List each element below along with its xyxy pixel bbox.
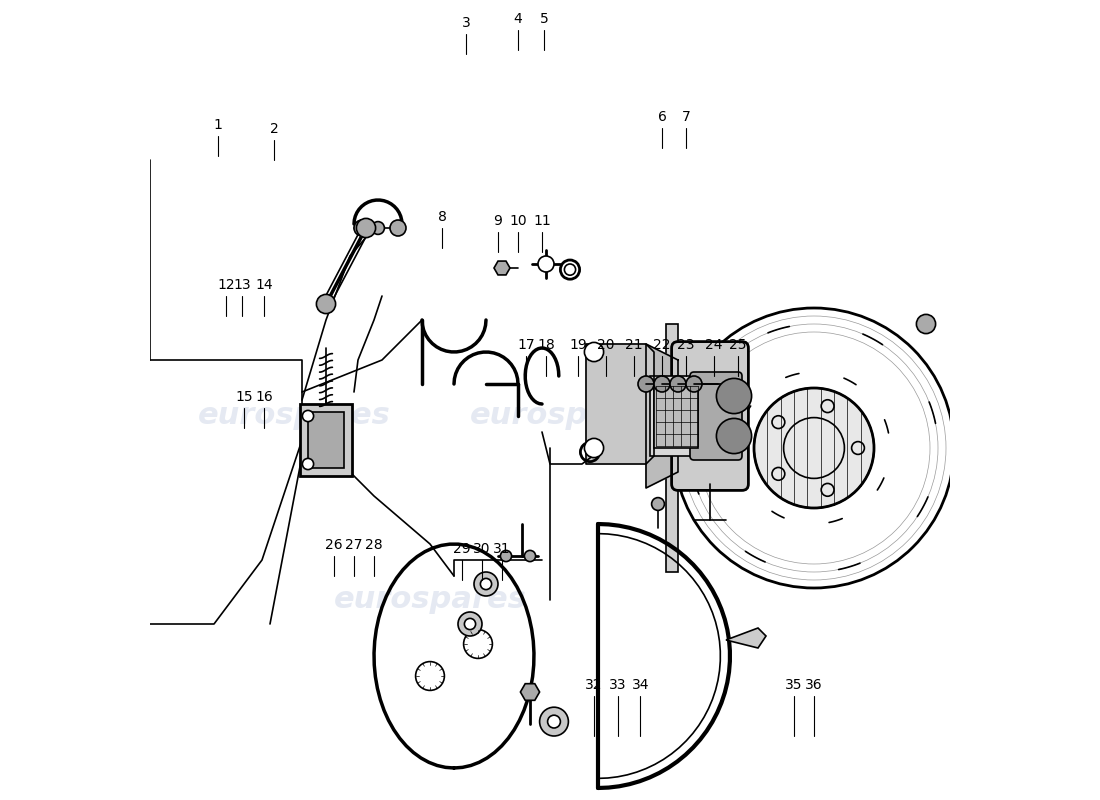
Text: 34: 34 (631, 678, 649, 692)
Polygon shape (494, 261, 510, 275)
Text: 19: 19 (569, 338, 587, 352)
Circle shape (458, 612, 482, 636)
Polygon shape (726, 628, 766, 648)
Text: 32: 32 (585, 678, 603, 692)
Circle shape (481, 578, 492, 590)
Bar (666, 324, 678, 572)
Text: 8: 8 (438, 210, 447, 224)
Circle shape (500, 550, 512, 562)
Circle shape (686, 376, 702, 392)
Circle shape (716, 418, 751, 454)
Text: 13: 13 (233, 278, 251, 292)
Circle shape (716, 378, 751, 414)
Text: 27: 27 (345, 538, 363, 552)
Text: 30: 30 (473, 542, 491, 556)
Circle shape (317, 294, 336, 314)
Circle shape (390, 220, 406, 236)
Circle shape (474, 572, 498, 596)
Text: eurospares: eurospares (198, 402, 390, 430)
Text: 5: 5 (540, 12, 549, 26)
Polygon shape (586, 344, 654, 464)
Text: 25: 25 (729, 338, 747, 352)
Circle shape (464, 618, 475, 630)
Circle shape (302, 410, 313, 422)
Text: 36: 36 (805, 678, 823, 692)
Text: 12: 12 (217, 278, 234, 292)
Text: 21: 21 (625, 338, 642, 352)
Text: 18: 18 (537, 338, 554, 352)
Circle shape (584, 438, 604, 458)
Text: 24: 24 (705, 338, 723, 352)
Text: 15: 15 (235, 390, 253, 404)
Polygon shape (646, 344, 678, 488)
Text: 22: 22 (653, 338, 671, 352)
Text: 10: 10 (509, 214, 527, 228)
Text: 3: 3 (462, 16, 471, 30)
Circle shape (651, 498, 664, 510)
Text: 28: 28 (365, 538, 383, 552)
Text: 4: 4 (514, 12, 522, 26)
Bar (300, 404, 352, 476)
Bar (650, 376, 702, 456)
Text: 23: 23 (678, 338, 695, 352)
Circle shape (302, 458, 313, 470)
Circle shape (754, 388, 875, 508)
Polygon shape (520, 684, 540, 700)
Text: 20: 20 (597, 338, 615, 352)
Circle shape (372, 222, 384, 234)
Text: 1: 1 (213, 118, 222, 132)
Text: 11: 11 (534, 214, 551, 228)
Text: 16: 16 (255, 390, 273, 404)
Circle shape (638, 376, 654, 392)
Text: 26: 26 (326, 538, 343, 552)
FancyBboxPatch shape (672, 342, 748, 490)
FancyBboxPatch shape (690, 372, 743, 460)
Circle shape (670, 376, 686, 392)
Circle shape (540, 707, 569, 736)
Text: 33: 33 (609, 678, 627, 692)
Circle shape (538, 256, 554, 272)
Text: 35: 35 (785, 678, 803, 692)
Text: 6: 6 (658, 110, 667, 124)
Circle shape (354, 220, 370, 236)
Bar (654, 384, 698, 448)
Text: 17: 17 (517, 338, 535, 352)
Text: eurospares: eurospares (333, 586, 527, 614)
Text: 9: 9 (494, 214, 503, 228)
Circle shape (525, 550, 536, 562)
Bar (308, 412, 344, 468)
Text: 31: 31 (493, 542, 510, 556)
Text: eurospares: eurospares (470, 402, 662, 430)
Text: 29: 29 (453, 542, 471, 556)
Text: 7: 7 (682, 110, 691, 124)
Circle shape (916, 314, 936, 334)
Circle shape (356, 218, 375, 238)
Circle shape (584, 342, 604, 362)
Text: 2: 2 (270, 122, 278, 136)
Text: 14: 14 (255, 278, 273, 292)
Circle shape (548, 715, 560, 728)
Circle shape (654, 376, 670, 392)
